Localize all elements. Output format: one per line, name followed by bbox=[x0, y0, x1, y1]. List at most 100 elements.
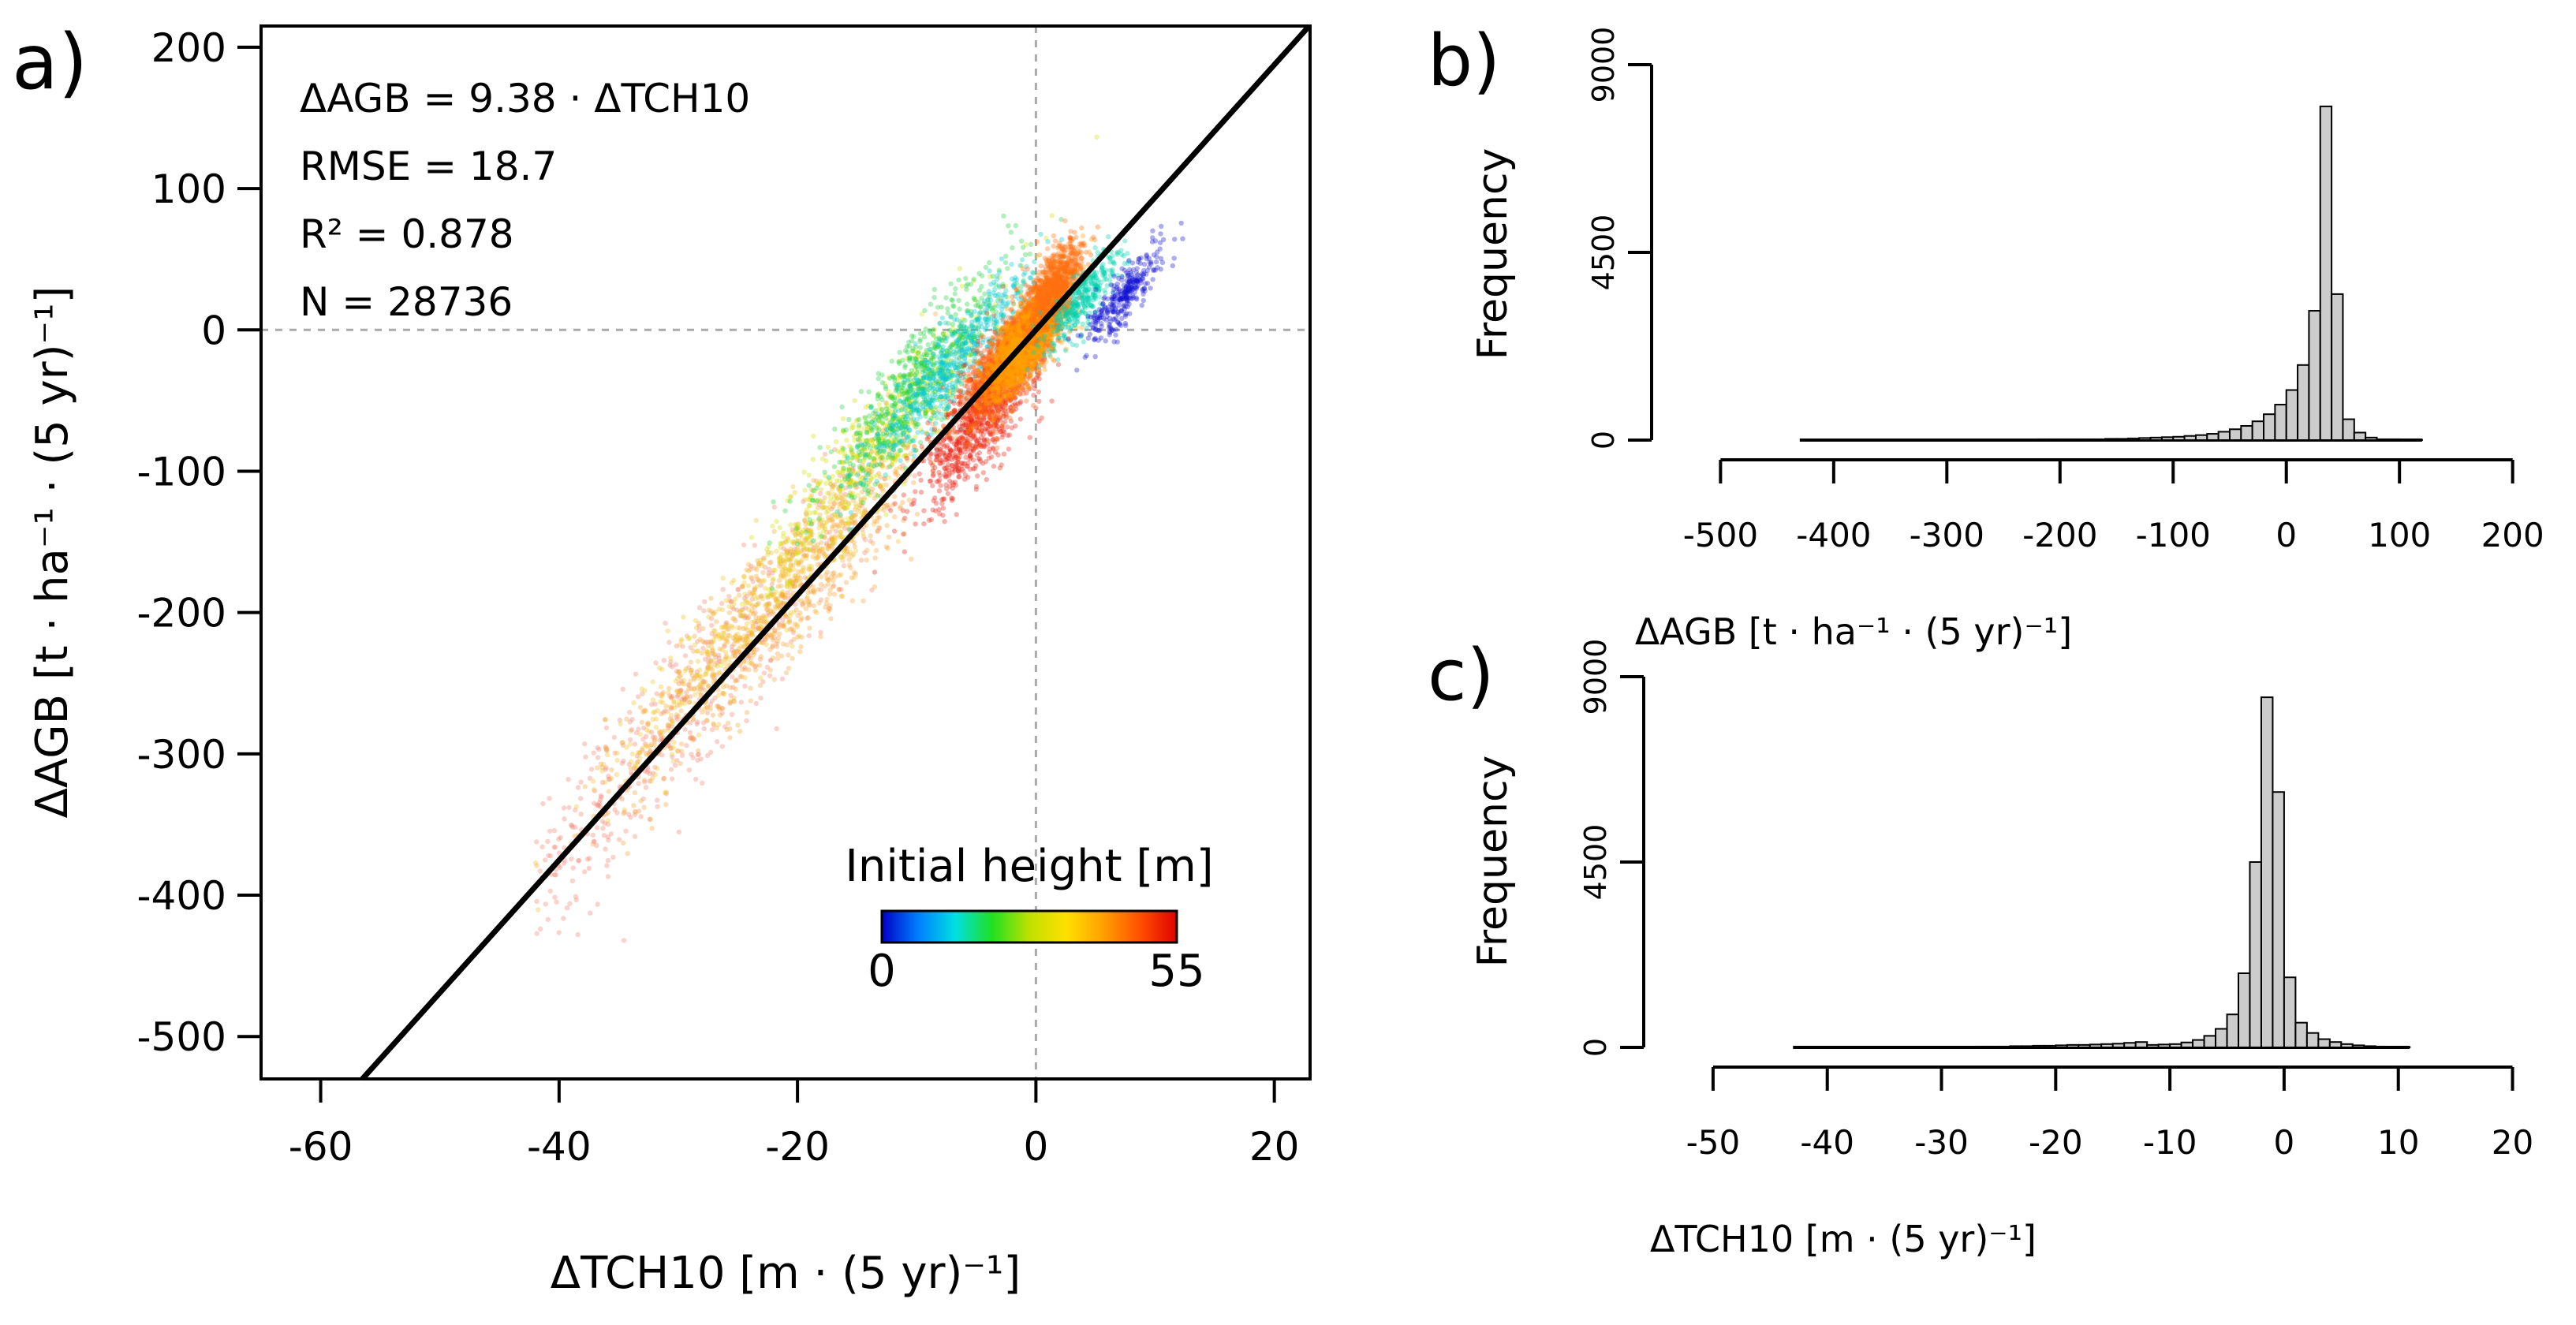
scatter-point bbox=[570, 865, 576, 871]
scatter-point bbox=[730, 674, 735, 680]
scatter-point bbox=[902, 363, 908, 368]
scatter-point bbox=[651, 737, 658, 743]
scatter-point bbox=[892, 501, 898, 506]
scatter-point bbox=[763, 642, 769, 648]
scatter-point bbox=[655, 797, 660, 803]
scatter-point bbox=[673, 662, 679, 667]
scatter-point bbox=[761, 555, 767, 561]
scatter-point bbox=[686, 699, 693, 704]
scatter-point bbox=[659, 666, 665, 672]
scatter-point bbox=[952, 480, 958, 485]
scatter-point bbox=[696, 752, 701, 757]
scatter-point bbox=[719, 600, 725, 607]
scatter-point bbox=[806, 633, 812, 639]
scatter-point bbox=[655, 766, 660, 771]
scatter-point bbox=[612, 807, 618, 812]
scatter-point bbox=[857, 438, 863, 443]
scatter-point bbox=[875, 375, 881, 382]
scatter-point bbox=[816, 502, 823, 508]
scatter-point bbox=[669, 704, 675, 711]
scatter-point bbox=[768, 633, 774, 638]
scatter-point bbox=[832, 426, 838, 432]
scatter-point bbox=[951, 361, 957, 367]
scatter-point bbox=[786, 666, 792, 671]
scatter-point bbox=[701, 726, 707, 732]
scatter-point bbox=[865, 472, 872, 477]
scatter-point bbox=[629, 726, 635, 733]
scatter-point bbox=[786, 550, 792, 556]
scatter-point bbox=[847, 461, 853, 467]
scatter-point bbox=[801, 553, 807, 558]
scatter-point bbox=[663, 621, 668, 626]
scatter-point bbox=[765, 595, 771, 600]
scatter-point bbox=[740, 583, 745, 589]
scatter-point bbox=[923, 371, 928, 376]
scatter-point bbox=[819, 533, 825, 539]
scatter-point bbox=[952, 316, 958, 323]
scatter-point bbox=[764, 664, 770, 670]
scatter-point bbox=[787, 551, 793, 557]
scatter-point bbox=[712, 651, 718, 658]
scatter-point bbox=[939, 396, 946, 402]
scatter-point bbox=[862, 550, 868, 555]
scatter-point bbox=[614, 810, 620, 816]
scatter-point bbox=[779, 591, 785, 596]
scatter-point bbox=[709, 698, 715, 704]
scatter-point bbox=[669, 776, 675, 782]
scatter-point bbox=[872, 584, 878, 590]
scatter-point bbox=[641, 708, 647, 714]
scatter-point bbox=[741, 636, 747, 643]
scatter-point bbox=[685, 682, 691, 688]
scatter-point bbox=[556, 836, 562, 842]
scatter-point bbox=[720, 705, 726, 711]
scatter-point bbox=[643, 708, 648, 714]
scatter-point bbox=[844, 506, 849, 511]
scatter-point bbox=[843, 580, 849, 585]
scatter-point bbox=[569, 857, 574, 862]
scatter-point bbox=[538, 926, 543, 932]
scatter-point bbox=[696, 732, 702, 738]
scatter-point bbox=[711, 610, 716, 616]
scatter-point bbox=[640, 747, 645, 753]
scatter-point bbox=[781, 546, 786, 551]
scatter-point bbox=[929, 401, 935, 407]
scatter-point bbox=[652, 771, 658, 778]
scatter-point bbox=[800, 601, 805, 607]
scatter-point bbox=[700, 685, 705, 691]
scatter-point bbox=[883, 400, 889, 405]
scatter-point bbox=[805, 614, 811, 621]
scatter-point bbox=[980, 470, 987, 476]
scatter-point bbox=[868, 538, 873, 544]
scatter-point bbox=[932, 311, 939, 317]
scatter-point bbox=[540, 801, 546, 807]
scatter-point bbox=[624, 716, 629, 722]
scatter-point bbox=[767, 612, 772, 618]
scatter-point bbox=[534, 898, 539, 905]
scatter-point bbox=[637, 731, 643, 737]
scatter-point bbox=[617, 717, 622, 723]
scatter-point bbox=[668, 767, 674, 772]
scatter-point bbox=[918, 414, 924, 420]
scatter-point bbox=[711, 722, 717, 728]
scatter-point bbox=[882, 476, 887, 481]
scatter-point bbox=[811, 603, 817, 609]
scatter-point bbox=[603, 725, 610, 731]
scatter-point bbox=[651, 742, 657, 748]
scatter-point bbox=[661, 775, 666, 781]
scatter-point bbox=[693, 625, 700, 630]
scatter-point bbox=[788, 522, 793, 528]
scatter-point bbox=[1045, 239, 1051, 244]
scatter-point bbox=[686, 767, 693, 773]
scatter-point bbox=[826, 474, 832, 480]
scatter-point bbox=[894, 466, 900, 472]
scatter-point bbox=[923, 398, 928, 403]
scatter-point bbox=[716, 607, 722, 612]
scatter-point bbox=[720, 575, 726, 581]
scatter-point bbox=[964, 335, 970, 341]
scatter-point bbox=[654, 691, 660, 696]
scatter-point bbox=[897, 349, 902, 355]
scatter-point bbox=[672, 705, 678, 711]
scatter-point bbox=[705, 650, 711, 655]
scatter-point bbox=[695, 685, 700, 691]
scatter-point bbox=[886, 506, 892, 511]
